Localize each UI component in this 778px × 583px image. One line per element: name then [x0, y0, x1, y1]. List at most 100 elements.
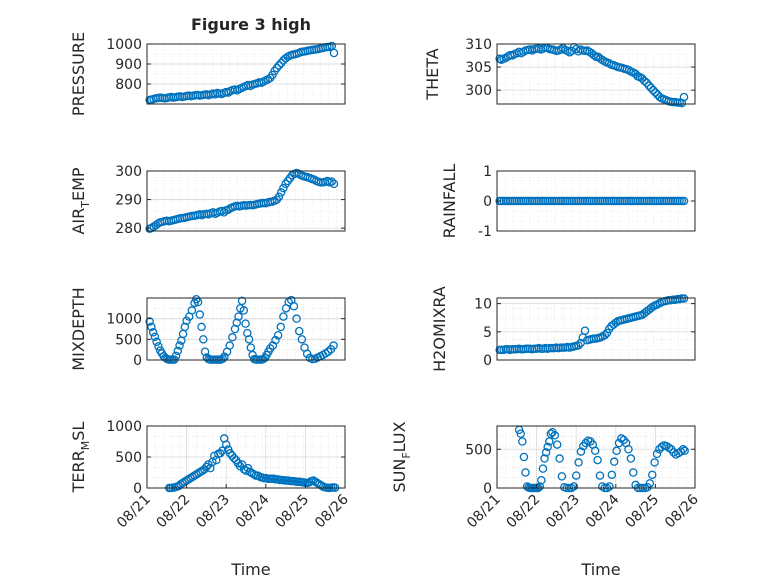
- data-point: [679, 92, 689, 102]
- data-point: [645, 479, 655, 488]
- data-point: [676, 447, 685, 456]
- data-point: [563, 46, 572, 56]
- data-point: [552, 440, 562, 449]
- data-point: [219, 208, 229, 217]
- data-point: [648, 85, 658, 95]
- subplot-pressure: 800 900 1000 PRESSURE: [69, 32, 346, 116]
- data-point: [612, 446, 621, 456]
- y-tick-label: 300: [115, 164, 142, 180]
- data-point: [217, 446, 227, 456]
- y-axis-label-main: TERR: [69, 450, 88, 493]
- data-point: [218, 354, 227, 364]
- series-air-temp: [145, 168, 339, 233]
- data-point: [152, 337, 161, 347]
- data-point: [519, 452, 529, 462]
- data-point: [571, 471, 581, 480]
- data-point: [680, 446, 689, 456]
- data-point: [272, 63, 282, 73]
- data-point: [678, 444, 688, 454]
- data-point: [508, 51, 517, 60]
- data-point: [518, 437, 527, 446]
- data-point: [605, 482, 614, 491]
- data-point: [200, 347, 210, 356]
- y-tick-label: 0: [133, 481, 142, 497]
- data-point: [263, 75, 273, 84]
- major-grid: [147, 199, 345, 229]
- data-point: [650, 458, 659, 467]
- data-point: [173, 346, 183, 356]
- y-tick-label: 10: [474, 297, 492, 313]
- figure-title: Figure 3 high: [191, 15, 311, 34]
- data-point: [276, 322, 286, 332]
- data-point: [292, 314, 301, 323]
- data-point: [145, 317, 154, 326]
- data-point: [655, 92, 665, 102]
- data-point: [569, 482, 579, 491]
- data-point: [555, 454, 564, 463]
- data-point: [546, 429, 556, 438]
- subplot-theta: 300 305 310 THETA: [423, 37, 696, 108]
- data-point: [225, 341, 234, 350]
- y-tick-label: 1000: [106, 419, 142, 435]
- data-point: [148, 328, 158, 337]
- y-tick-label: 0: [483, 194, 492, 210]
- data-point: [237, 460, 247, 469]
- data-point: [147, 322, 156, 332]
- data-point: [279, 183, 288, 193]
- axes-box: [146, 297, 346, 361]
- data-point: [224, 205, 233, 214]
- data-point: [651, 88, 660, 97]
- data-point: [197, 322, 206, 332]
- y-tick-label: 500: [115, 332, 142, 348]
- data-point: [576, 447, 586, 456]
- data-point: [193, 297, 203, 307]
- data-point: [175, 341, 184, 350]
- data-point: [276, 58, 286, 68]
- y-tick-label: 0: [133, 353, 142, 369]
- y-tick-label: 0: [483, 353, 492, 369]
- data-point: [239, 306, 249, 315]
- data-point: [329, 48, 339, 58]
- y-axis-label: PRESSURE: [69, 32, 88, 116]
- data-point: [538, 464, 548, 473]
- data-point: [516, 429, 526, 438]
- series-mixdepth: [145, 294, 338, 364]
- y-tick-label: 1000: [106, 37, 142, 53]
- y-axis-label-main: AIR: [69, 208, 88, 235]
- data-point: [279, 312, 288, 321]
- y-axis-label-subscript: T: [79, 201, 92, 209]
- axes-box: [496, 297, 696, 361]
- y-tick-label: 290: [115, 193, 142, 209]
- data-point: [274, 192, 284, 201]
- data-point: [574, 341, 583, 350]
- subplot-mixdepth: 0 500 1000 MIXDEPTH: [69, 287, 346, 371]
- y-tick-label: 300: [465, 83, 492, 99]
- axes-box: [146, 170, 346, 232]
- data-point: [297, 335, 307, 344]
- data-point: [628, 468, 638, 477]
- axes-box: [496, 425, 696, 489]
- data-point: [607, 470, 617, 480]
- data-point: [294, 326, 304, 336]
- y-tick-label: -1: [478, 224, 492, 240]
- data-point: [329, 341, 338, 350]
- x-axis-label: Time: [230, 560, 270, 579]
- y-axis-label-tail: EMP: [69, 167, 88, 201]
- data-point: [558, 43, 568, 53]
- axes-box: [146, 43, 346, 105]
- data-point: [540, 454, 549, 463]
- data-point: [324, 347, 333, 356]
- data-point: [550, 431, 560, 440]
- data-point: [150, 332, 160, 342]
- data-point: [626, 454, 636, 463]
- y-tick-label: 0: [483, 481, 492, 497]
- y-axis-label-subscript: F: [400, 452, 413, 458]
- data-point: [237, 296, 247, 306]
- x-axis-label: Time: [580, 560, 620, 579]
- data-point: [647, 470, 657, 480]
- data-point: [537, 475, 546, 485]
- data-point: [646, 83, 656, 93]
- data-point: [595, 471, 605, 480]
- data-point: [582, 46, 592, 55]
- y-tick-label: 310: [465, 37, 492, 53]
